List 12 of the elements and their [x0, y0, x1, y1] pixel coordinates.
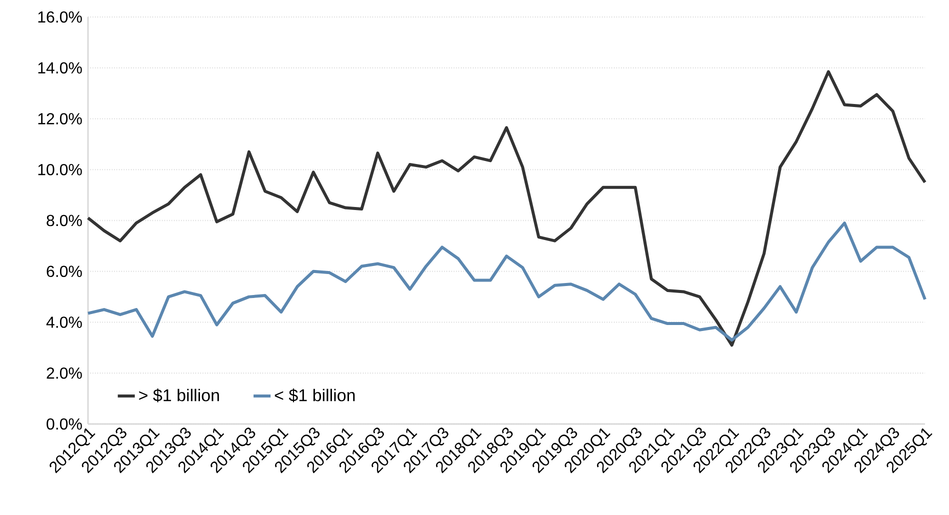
line-series — [86, 222, 927, 342]
y-tick-label: 14.0% — [38, 62, 82, 74]
legend-label: > $1 billion — [139, 388, 219, 402]
y-tick-label: 8.0% — [46, 214, 82, 226]
y-tick-label: 10.0% — [38, 164, 82, 176]
y-tick-label: 16.0% — [38, 11, 82, 23]
y-tick-label: 12.0% — [38, 113, 82, 124]
legend-label: < $1 billion — [274, 388, 355, 402]
y-tick-label: 2.0% — [46, 367, 82, 379]
y-tick-label: 4.0% — [46, 316, 82, 328]
y-tick-label: 6.0% — [46, 266, 82, 278]
y-tick-label: 0.0% — [46, 418, 82, 430]
